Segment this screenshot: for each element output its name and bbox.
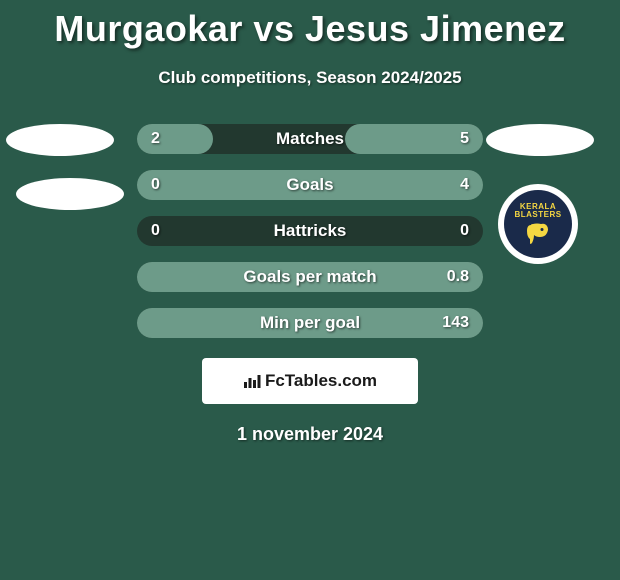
stat-row: 00Hattricks: [137, 216, 483, 246]
elephant-icon: [523, 221, 553, 245]
stat-row: 143Min per goal: [137, 308, 483, 338]
club-badge-inner: KERALA BLASTERS: [504, 190, 572, 258]
badge-label-bottom: BLASTERS: [514, 211, 561, 219]
stat-row: 04Goals: [137, 170, 483, 200]
stat-label: Goals per match: [137, 262, 483, 292]
stat-label: Hattricks: [137, 216, 483, 246]
placeholder-oval: [16, 178, 124, 210]
stats-area: KERALA BLASTERS 25Matches 04Goals 00Hattri…: [0, 124, 620, 338]
page-title: Murgaokar vs Jesus Jimenez: [0, 0, 620, 50]
stat-label: Matches: [137, 124, 483, 154]
stat-label: Goals: [137, 170, 483, 200]
fctables-attribution: FcTables.com: [202, 358, 418, 404]
stat-row: 25Matches: [137, 124, 483, 154]
placeholder-oval: [486, 124, 594, 156]
bar-chart-icon: [243, 374, 261, 388]
fctables-text: FcTables.com: [265, 371, 377, 391]
date-label: 1 november 2024: [0, 424, 620, 445]
subtitle: Club competitions, Season 2024/2025: [0, 68, 620, 88]
club-badge-right: KERALA BLASTERS: [498, 184, 578, 264]
placeholder-oval: [6, 124, 114, 156]
stat-label: Min per goal: [137, 308, 483, 338]
stat-row: 0.8Goals per match: [137, 262, 483, 292]
